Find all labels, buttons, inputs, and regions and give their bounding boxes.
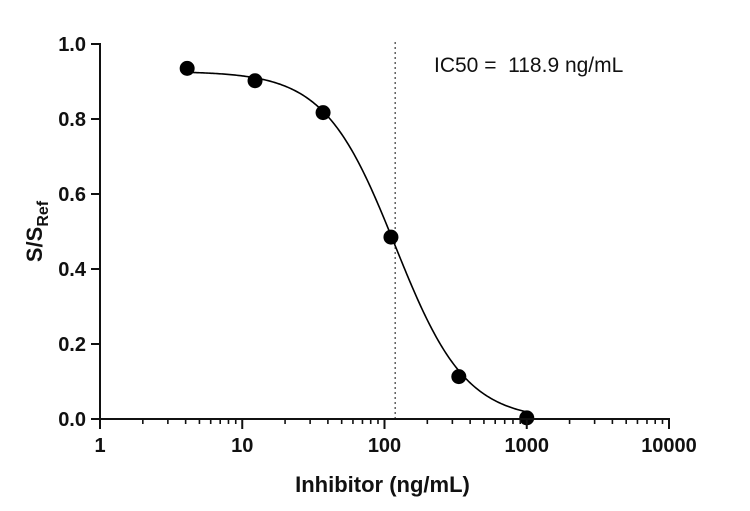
x-tick-label: 100 xyxy=(368,435,401,457)
y-axis-title: S/SRef xyxy=(22,200,52,262)
y-tick-label: 0.0 xyxy=(58,409,86,431)
x-ticks: 1 10 100 1000 10000 xyxy=(94,419,697,457)
data-point xyxy=(451,369,467,385)
y-tick-label: 0.6 xyxy=(58,184,86,206)
x-axis: 1 10 100 1000 10000 xyxy=(94,418,697,457)
y-axis-title-subscript: Ref xyxy=(35,200,52,226)
y-ticks: 0.0 0.2 0.4 0.6 0.8 1.0 xyxy=(58,34,100,431)
x-tick-label: 1000 xyxy=(505,435,550,457)
data-point xyxy=(519,410,535,426)
plot-area xyxy=(179,42,535,426)
data-point xyxy=(315,105,331,121)
data-points xyxy=(179,60,535,426)
x-axis-title: Inhibitor (ng/mL) xyxy=(295,472,470,497)
y-tick-label: 0.4 xyxy=(58,259,87,281)
x-tick-label: 10 xyxy=(231,435,253,457)
data-point xyxy=(247,73,263,89)
y-tick-label: 0.2 xyxy=(58,334,86,356)
x-tick-label: 1 xyxy=(94,435,105,457)
data-point xyxy=(179,60,195,76)
data-point xyxy=(383,229,399,245)
ic50-annotation: IC50 = 118.9 ng/mL xyxy=(434,54,623,77)
y-tick-label: 1.0 xyxy=(58,34,86,56)
x-tick-label: 10000 xyxy=(641,435,697,457)
y-tick-label: 0.8 xyxy=(58,109,86,131)
fit-curve xyxy=(187,71,527,413)
y-axis-title-main: S/S xyxy=(22,227,47,262)
y-axis: 0.0 0.2 0.4 0.6 0.8 1.0 xyxy=(58,34,101,431)
